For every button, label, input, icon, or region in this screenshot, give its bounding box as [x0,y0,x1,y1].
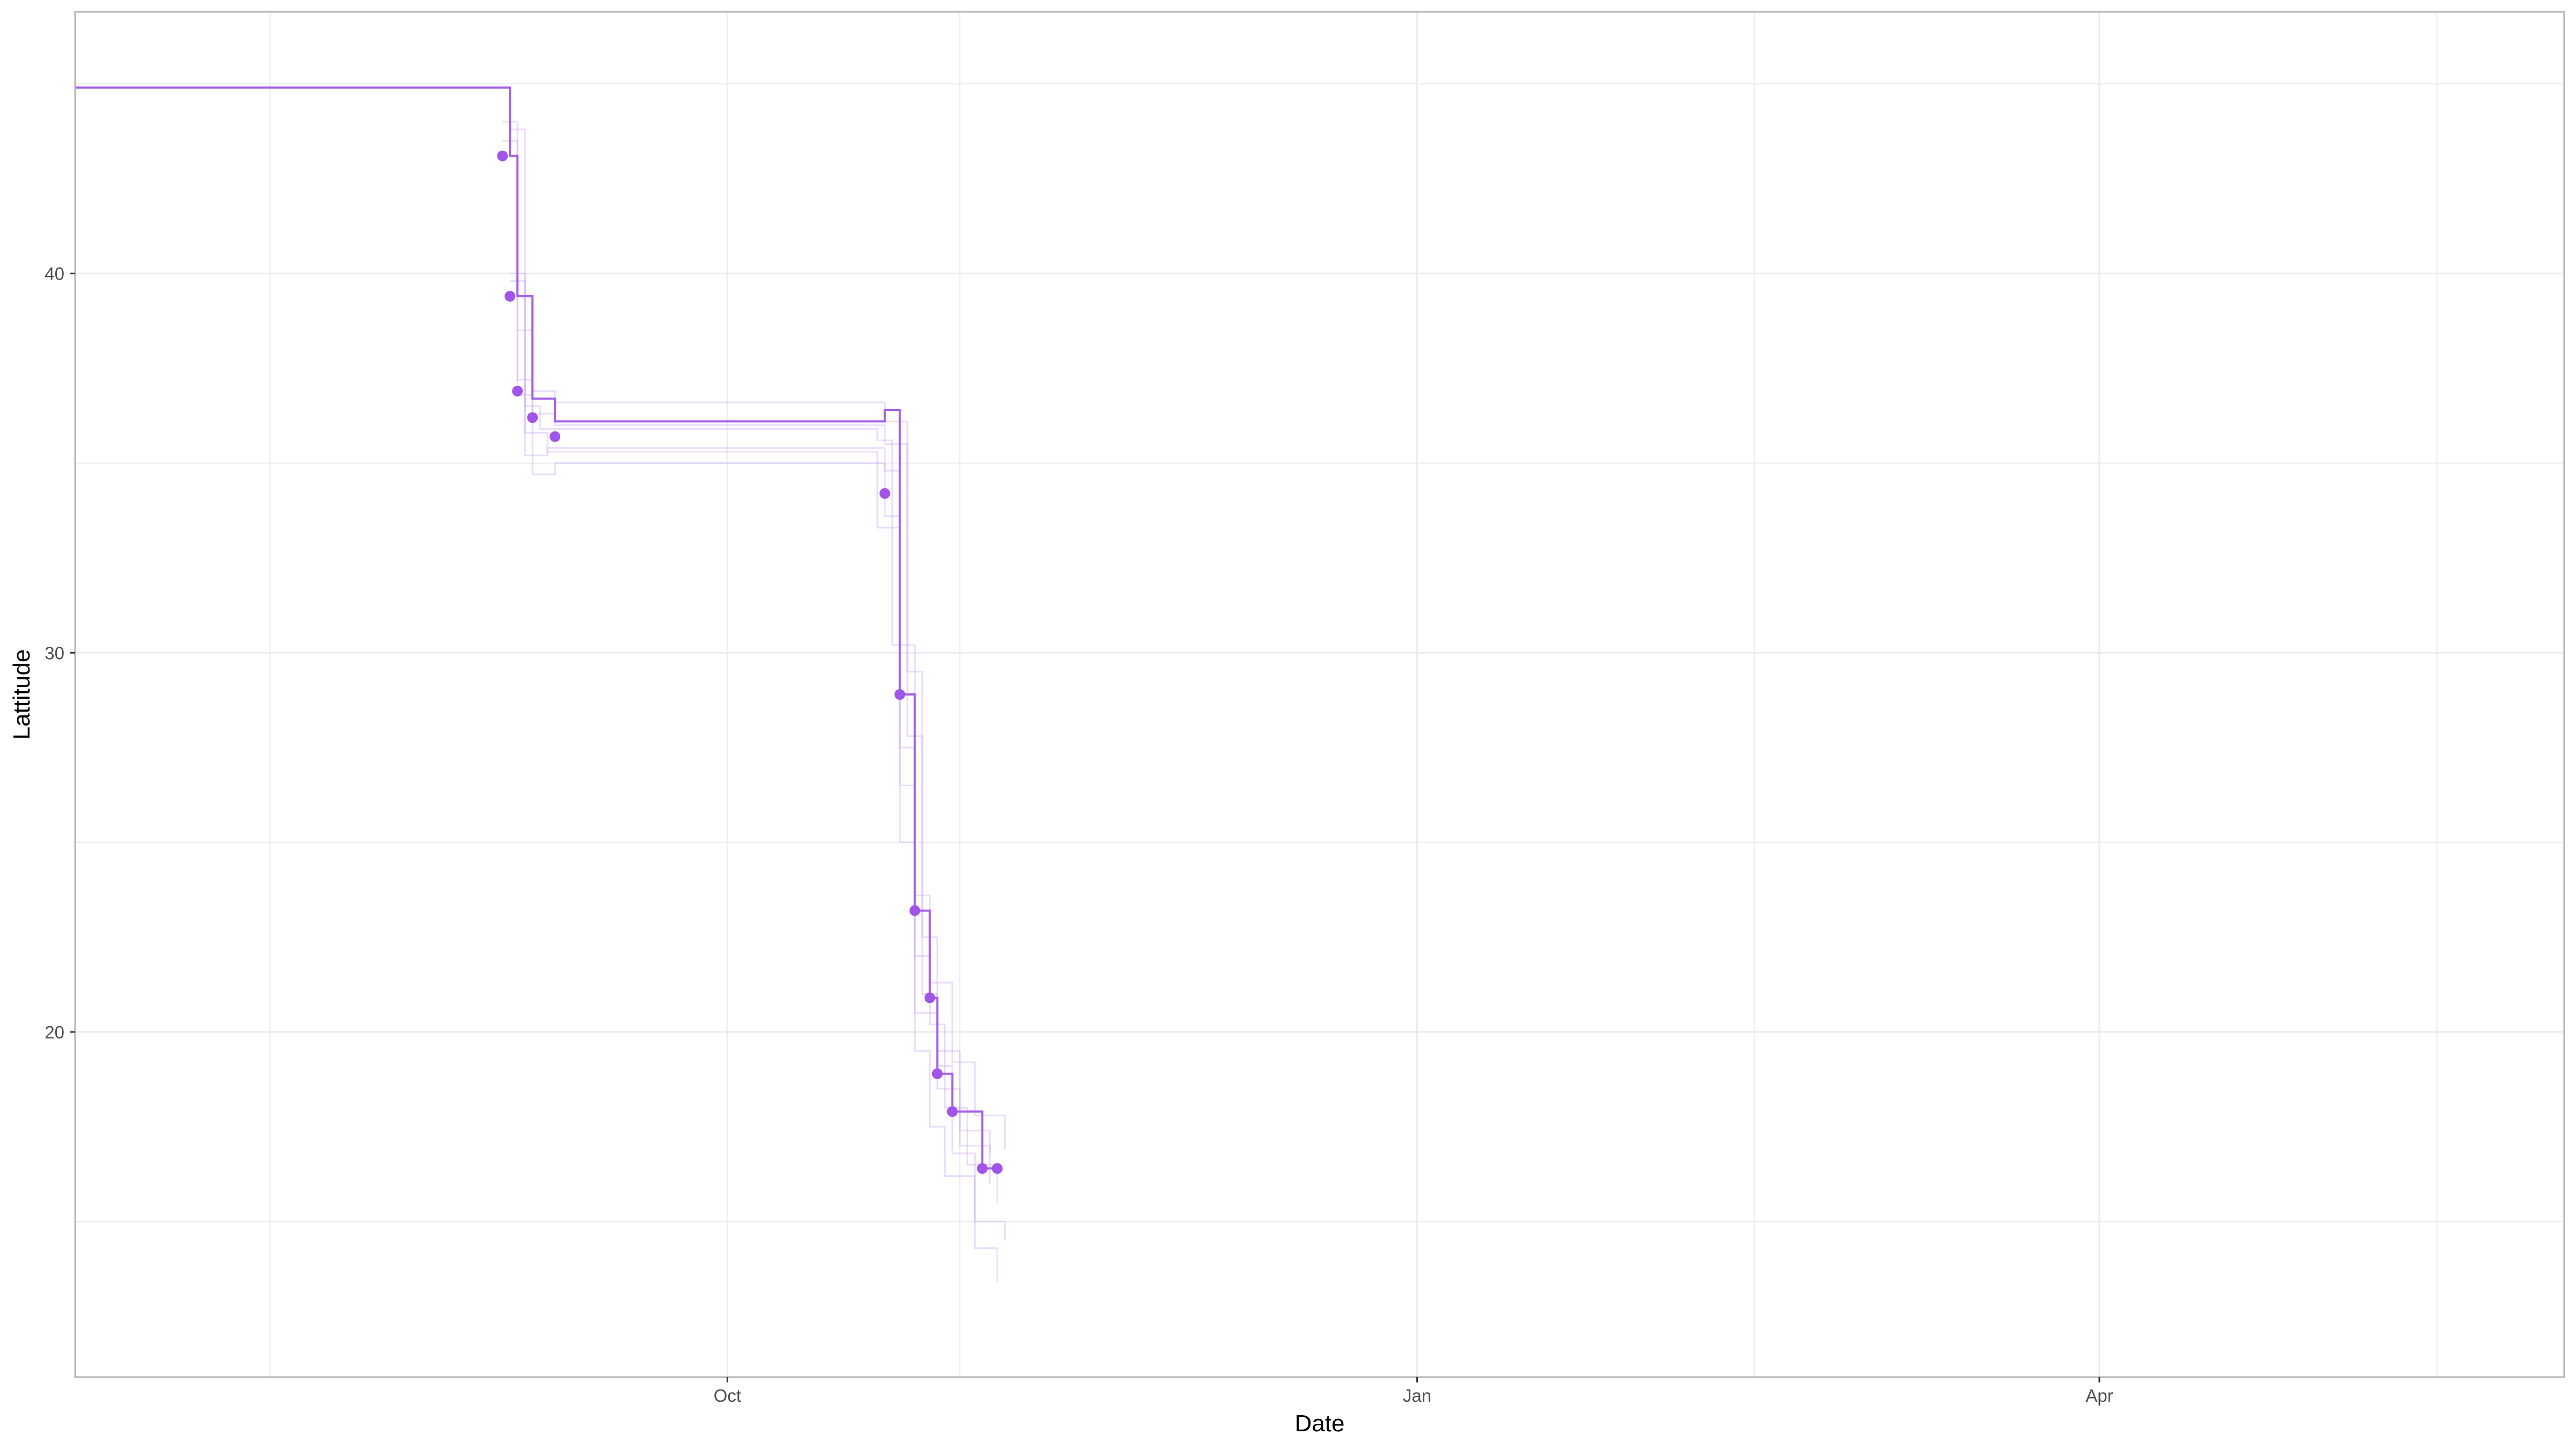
x-tick-label: Apr [2085,1386,2113,1406]
panel-border [74,11,2565,1378]
y-tick-label: 20 [45,1022,64,1042]
grid-minor [75,12,2564,1377]
point-marks [497,150,1003,1174]
data-point [504,291,516,302]
y-tick-label: 30 [45,643,64,663]
x-axis-ticks: Oct Jan Apr [714,1377,2113,1406]
data-point [924,992,935,1004]
main-line-group [75,86,998,1170]
y-axis-title: Lattitude [9,649,35,740]
data-point [947,1106,958,1117]
data-point [497,150,508,162]
data-point [977,1163,988,1174]
data-point [527,412,538,423]
x-axis-title: Date [1295,1410,1345,1437]
x-tick-label: Jan [1403,1386,1431,1406]
data-point [550,431,561,442]
data-point [992,1163,1003,1174]
data-point [512,385,523,397]
y-axis-ticks: 20 30 40 [45,264,75,1042]
data-point [894,689,905,700]
data-point [932,1068,943,1079]
band-series-line [510,128,998,1203]
y-tick-label: 40 [45,264,64,284]
grid-major [75,12,2564,1377]
x-tick-label: Oct [714,1386,741,1406]
main-series-line [75,86,998,1170]
data-point [909,905,920,916]
data-point [879,488,890,499]
